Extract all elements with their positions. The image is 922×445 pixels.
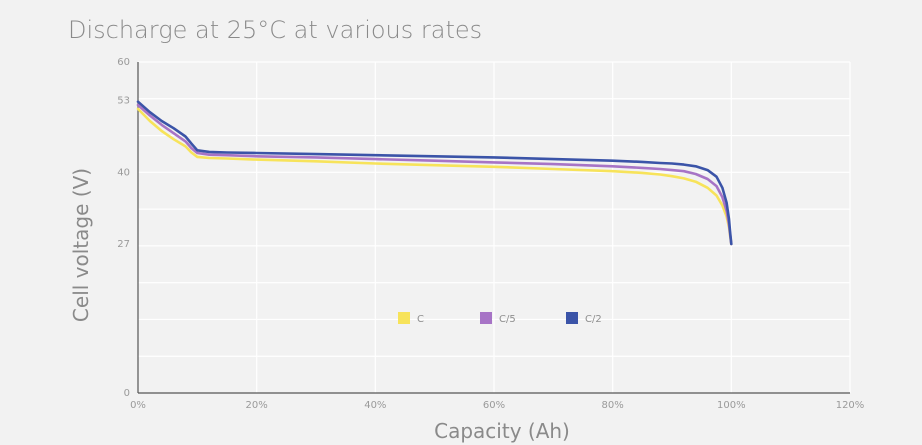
x-tick-label: 20% xyxy=(246,400,268,411)
y-tick-label: 53 xyxy=(117,96,130,107)
y-axis-label: Cell voltage (V) xyxy=(69,168,93,322)
x-axis-label: Capacity (Ah) xyxy=(434,419,570,443)
x-tick-label: 60% xyxy=(483,400,505,411)
x-tick-label: 40% xyxy=(364,400,386,411)
grid-lines xyxy=(138,61,851,393)
x-tick-label: 80% xyxy=(602,400,624,411)
x-tick-label: 100% xyxy=(717,400,746,411)
series-line-c-2 xyxy=(136,100,733,246)
y-tick-label: 40 xyxy=(117,167,130,178)
series-lines xyxy=(136,100,733,246)
legend: C C/5 C/2 xyxy=(398,312,602,325)
x-tick-label: 120% xyxy=(836,400,865,411)
y-tick-label: 0 xyxy=(124,388,130,399)
series-line-c-5 xyxy=(136,103,733,246)
legend-swatch xyxy=(398,312,410,324)
y-tick-label: 60 xyxy=(117,57,130,68)
y-tick-label: 27 xyxy=(117,239,130,250)
legend-swatch xyxy=(566,312,578,324)
legend-swatch xyxy=(480,312,492,324)
chart-title: Discharge at 25°C at various rates xyxy=(68,16,483,44)
x-tick-label: 0% xyxy=(130,400,146,411)
series-line-c xyxy=(136,107,733,246)
legend-label: C xyxy=(417,314,424,325)
legend-label: C/5 xyxy=(499,314,516,325)
legend-label: C/2 xyxy=(585,314,602,325)
axes: 0% 20% 40% 60% 80% 100% 120% 0 27 40 53 60 xyxy=(117,57,864,411)
